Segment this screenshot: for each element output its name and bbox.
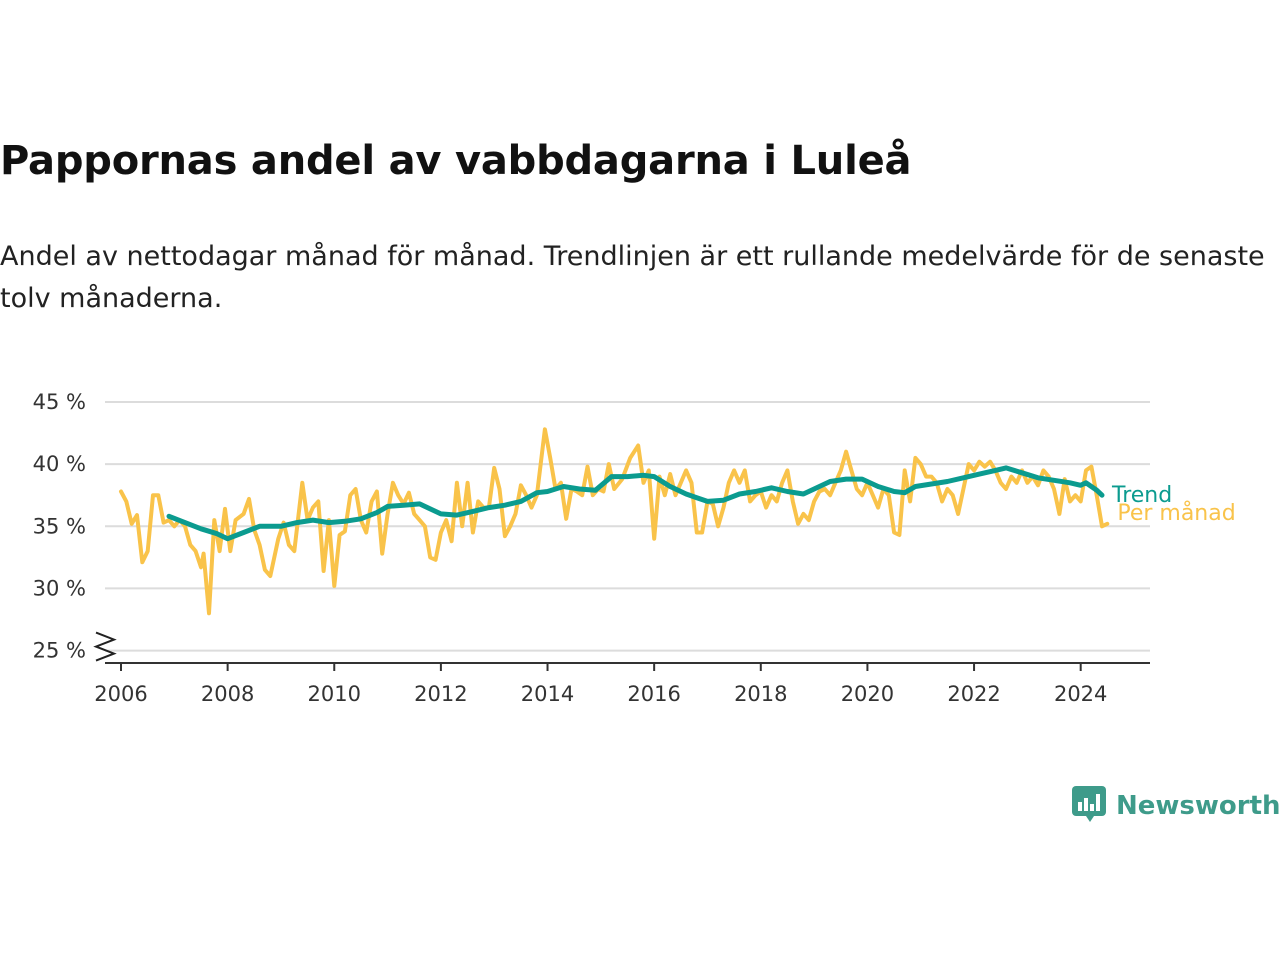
- x-tick-label: 2018: [734, 682, 787, 706]
- line-chart: 25 % 30 % 35 % 40 % 45 % 2006 2008 2010 2012 201…: [33, 390, 1236, 706]
- y-axis: 25 % 30 % 35 % 40 % 45 %: [33, 390, 117, 663]
- y-tick-label: 40 %: [33, 452, 86, 476]
- x-tick-label: 2022: [947, 682, 1000, 706]
- brand-logo[interactable]: Newsworthy: [1072, 784, 1280, 828]
- y-tick-label: 35 %: [33, 514, 86, 538]
- x-tick-label: 2012: [414, 682, 467, 706]
- x-axis: 2006 2008 2010 2012 2014 2016 2018 2020 2022 2024: [94, 662, 1150, 706]
- x-tick-label: 2020: [841, 682, 894, 706]
- x-tick-label: 2024: [1054, 682, 1107, 706]
- brand-name: Newsworthy: [1116, 791, 1280, 821]
- chart-subtitle: Andel av nettodagar månad för månad. Tre…: [0, 241, 1265, 314]
- trend-label: Trend: [1111, 483, 1172, 508]
- x-tick-label: 2014: [521, 682, 574, 706]
- chart-title: Pappornas andel av vabbdagarna i Luleå: [0, 138, 912, 184]
- x-tick-label: 2016: [627, 682, 680, 706]
- x-tick-label: 2008: [201, 682, 254, 706]
- chart-series: [119, 427, 1110, 616]
- y-tick-label: 25 %: [33, 639, 86, 663]
- monthly-line: [119, 427, 1110, 616]
- x-tick-label: 2006: [94, 682, 147, 706]
- x-tick-label: 2010: [308, 682, 361, 706]
- y-tick-label: 30 %: [33, 576, 86, 600]
- y-tick-label: 45 %: [33, 390, 86, 414]
- newsworthy-logo-icon: [1072, 786, 1106, 822]
- axis-break-icon: [93, 631, 117, 662]
- trend-line: [166, 465, 1105, 542]
- monthly-label: Per månad: [1117, 500, 1235, 526]
